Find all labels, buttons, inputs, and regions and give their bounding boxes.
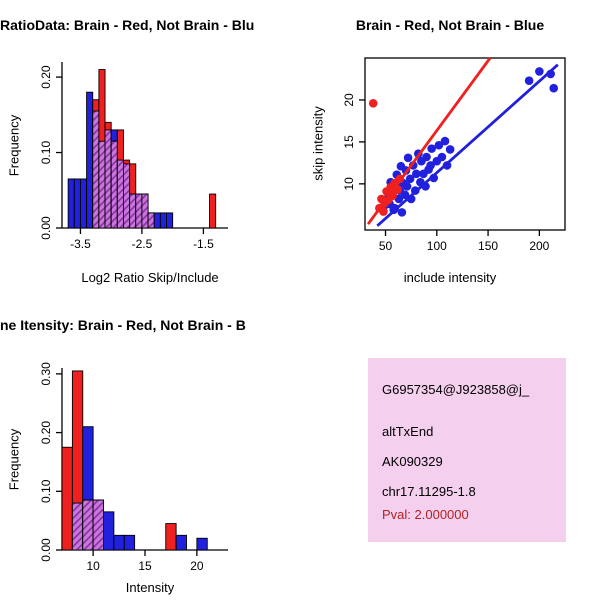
x-tick-label: 50: [379, 239, 393, 253]
y-tick-label: 0.10: [39, 141, 53, 165]
scatter-point-blue: [434, 140, 444, 150]
scatter-point-red: [379, 207, 388, 216]
scatter-point-blue: [426, 161, 435, 170]
x-tick-label: -2.5: [132, 237, 153, 251]
hist-bar-blue: [103, 511, 115, 551]
hist-ratio-xlabel: Log2 Ratio Skip/Include: [81, 270, 219, 285]
hist-ratio-plot: -3.5 -2.5 -1.5 0.00 0.10 0.20: [39, 62, 228, 251]
hist-bar-blue: [73, 178, 81, 229]
hist-bar-overlap: [147, 212, 155, 229]
fit-line-red: [366, 57, 492, 225]
hist-bar-overlap: [71, 502, 84, 551]
info-line-event-type: altTxEnd: [382, 424, 434, 439]
panel-scatter: Brain - Red, Not Brain - Blue skip inten…: [300, 0, 600, 300]
y-tick-label: 15: [342, 135, 356, 149]
info-box: G6957354@J923858@j_ altTxEnd AK090329 ch…: [368, 358, 566, 542]
y-tick-label: 0.20: [39, 421, 53, 445]
x-tick-label: 15: [138, 559, 152, 573]
hist-bar-overlap: [92, 110, 100, 229]
scatter-point-blue: [403, 153, 413, 163]
hist-bar-overlap: [116, 159, 124, 229]
scatter-point-blue: [400, 190, 410, 200]
pval-text: Pval: 2.000000: [382, 507, 469, 522]
scatter-title: Brain - Red, Not Brain - Blue: [355, 17, 545, 33]
scatter-point-blue: [524, 76, 534, 85]
info-line-accession: AK090329: [382, 454, 443, 469]
hist-intensity-plot: 10 15 20 0.00 0.10 0.20 0.30: [39, 362, 228, 573]
hist-bar-overlap: [98, 140, 106, 229]
hist-bar-blue: [86, 91, 94, 229]
hist-bar-red: [61, 446, 73, 551]
hist-bar-blue: [79, 178, 88, 229]
y-tick-label: 0.20: [39, 65, 53, 89]
hist-ratio-title: RatioData: Brain - Red, Not Brain - Blu: [0, 17, 255, 33]
scatter-point-blue: [405, 174, 415, 184]
hist-bar-overlap: [92, 499, 104, 551]
fit-line-blue: [376, 63, 559, 227]
scatter-point-blue: [445, 145, 455, 154]
scatter-point-blue: [427, 144, 436, 153]
scatter-point-blue: [440, 136, 450, 146]
scatter-point-blue: [411, 169, 421, 179]
hist-bar-blue: [153, 212, 161, 229]
y-tick-label: 0.10: [39, 479, 53, 503]
scatter-point-blue: [535, 67, 544, 76]
hist-bar-blue: [123, 534, 136, 551]
scatter-xlabel: include intensity: [403, 270, 497, 285]
plot-box: [364, 57, 566, 231]
hist-bar-red: [165, 523, 177, 551]
y-tick-label: 0.30: [39, 362, 53, 386]
x-tick-label: -3.5: [70, 237, 91, 251]
x-tick-label: 150: [478, 239, 498, 253]
hist-bar-blue: [175, 534, 187, 551]
x-tick-label: 200: [529, 239, 549, 253]
hist-bar-overlap: [104, 129, 112, 229]
hist-bar-blue: [196, 537, 208, 551]
y-tick-label: 0.00: [39, 538, 53, 562]
y-tick-label: 20: [342, 93, 356, 107]
hist-intensity-title: ne Itensity: Brain - Red, Not Brain - B: [0, 317, 246, 333]
hist-bar-overlap: [123, 163, 131, 229]
hist-bar-blue: [113, 534, 125, 551]
info-line-gene-id: G6957354@J923858@j_: [382, 382, 530, 397]
panel-info: G6957354@J923858@j_ altTxEnd AK090329 ch…: [300, 300, 600, 600]
scatter-point-blue: [397, 208, 407, 217]
x-tick-label: 100: [427, 239, 447, 253]
scatter-point-blue: [402, 182, 412, 191]
x-tick-label: 20: [190, 559, 204, 573]
scatter-plot: 50 100 150 200 10 15 20: [342, 57, 566, 253]
hist-bar-blue: [166, 212, 174, 229]
hist-bar-overlap: [141, 193, 149, 229]
y-tick-label: 0.00: [39, 216, 53, 240]
x-tick-label: -1.5: [193, 237, 214, 251]
scatter-point-red: [368, 99, 378, 108]
info-line-locus: chr17.11295-1.8: [382, 484, 476, 499]
hist-intensity-xlabel: Intensity: [125, 580, 175, 595]
y-tick-label: 10: [342, 177, 356, 191]
hist-bar-overlap: [82, 499, 94, 551]
scatter-point-blue: [437, 152, 447, 162]
scatter-point-blue: [422, 152, 431, 162]
hist-bar-blue: [67, 178, 75, 229]
x-tick-label: 10: [86, 559, 100, 573]
hist-bar-overlap: [110, 140, 118, 229]
panel-hist-ratio: RatioData: Brain - Red, Not Brain - Blu …: [0, 0, 300, 300]
hist-bar-blue: [159, 212, 167, 229]
panel-hist-intensity: ne Itensity: Brain - Red, Not Brain - B …: [0, 300, 300, 600]
scatter-point-blue: [549, 83, 559, 93]
hist-bar-overlap: [135, 193, 143, 229]
hist-bar-red: [209, 193, 217, 229]
hist-bar-overlap: [129, 193, 137, 229]
